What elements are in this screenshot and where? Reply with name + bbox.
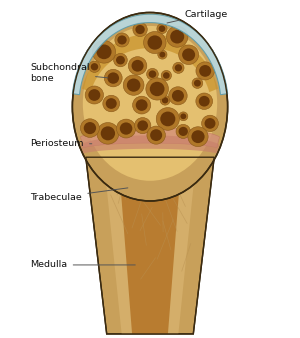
Ellipse shape (182, 48, 195, 61)
Ellipse shape (179, 112, 188, 121)
Ellipse shape (83, 26, 217, 181)
Ellipse shape (85, 86, 103, 104)
Ellipse shape (92, 41, 116, 63)
Ellipse shape (147, 126, 165, 144)
Ellipse shape (180, 114, 186, 119)
Ellipse shape (196, 62, 214, 80)
Ellipse shape (191, 130, 205, 143)
Ellipse shape (173, 62, 184, 73)
Ellipse shape (148, 35, 162, 50)
Ellipse shape (128, 57, 147, 75)
Polygon shape (118, 162, 182, 334)
Ellipse shape (134, 118, 151, 134)
Text: Trabeculae: Trabeculae (31, 188, 128, 202)
Ellipse shape (176, 124, 190, 139)
Ellipse shape (120, 122, 132, 135)
Ellipse shape (147, 68, 158, 80)
Ellipse shape (137, 120, 148, 131)
Ellipse shape (159, 25, 165, 32)
Ellipse shape (160, 95, 170, 105)
Ellipse shape (162, 97, 168, 103)
Ellipse shape (163, 72, 170, 79)
Ellipse shape (188, 127, 208, 147)
Ellipse shape (97, 45, 112, 59)
Ellipse shape (160, 112, 176, 126)
Ellipse shape (161, 70, 172, 80)
Ellipse shape (146, 78, 169, 100)
Ellipse shape (106, 98, 117, 109)
Ellipse shape (91, 63, 98, 70)
Ellipse shape (196, 93, 213, 110)
Ellipse shape (157, 24, 167, 34)
Text: Periosteum: Periosteum (31, 139, 92, 148)
Ellipse shape (127, 78, 140, 92)
Ellipse shape (178, 127, 188, 136)
Polygon shape (82, 34, 218, 92)
Ellipse shape (116, 56, 125, 65)
Ellipse shape (175, 64, 182, 71)
Ellipse shape (202, 115, 218, 131)
Text: Cartilage: Cartilage (167, 10, 228, 23)
Ellipse shape (84, 122, 96, 134)
Polygon shape (72, 14, 228, 95)
Ellipse shape (133, 22, 147, 37)
Text: Subchondral
bone: Subchondral bone (31, 63, 108, 83)
Ellipse shape (136, 99, 148, 111)
Polygon shape (104, 159, 196, 334)
Ellipse shape (131, 60, 144, 72)
Ellipse shape (89, 61, 100, 72)
Ellipse shape (104, 69, 122, 87)
Ellipse shape (192, 78, 203, 89)
Ellipse shape (114, 53, 127, 67)
Polygon shape (86, 157, 214, 334)
Ellipse shape (172, 90, 184, 102)
Ellipse shape (150, 82, 164, 96)
Ellipse shape (169, 87, 187, 105)
Ellipse shape (135, 25, 145, 34)
Ellipse shape (156, 107, 179, 130)
Ellipse shape (144, 31, 166, 53)
Ellipse shape (194, 80, 201, 87)
Polygon shape (80, 128, 220, 148)
Ellipse shape (117, 35, 127, 45)
Ellipse shape (80, 119, 99, 137)
Ellipse shape (116, 119, 136, 138)
Ellipse shape (159, 52, 165, 57)
Ellipse shape (167, 26, 188, 47)
Ellipse shape (103, 95, 120, 112)
Ellipse shape (88, 89, 100, 101)
Ellipse shape (133, 96, 151, 114)
Ellipse shape (101, 126, 115, 140)
Ellipse shape (123, 75, 144, 95)
Ellipse shape (170, 30, 184, 44)
Polygon shape (80, 135, 220, 153)
Ellipse shape (72, 13, 228, 201)
Ellipse shape (150, 129, 162, 141)
Ellipse shape (179, 45, 199, 65)
Ellipse shape (199, 96, 210, 106)
Ellipse shape (107, 72, 119, 84)
Ellipse shape (115, 33, 129, 47)
Text: Medulla: Medulla (31, 261, 135, 269)
Ellipse shape (97, 123, 119, 144)
Ellipse shape (148, 70, 156, 78)
Ellipse shape (205, 118, 215, 129)
Ellipse shape (158, 50, 167, 59)
Ellipse shape (199, 65, 211, 77)
